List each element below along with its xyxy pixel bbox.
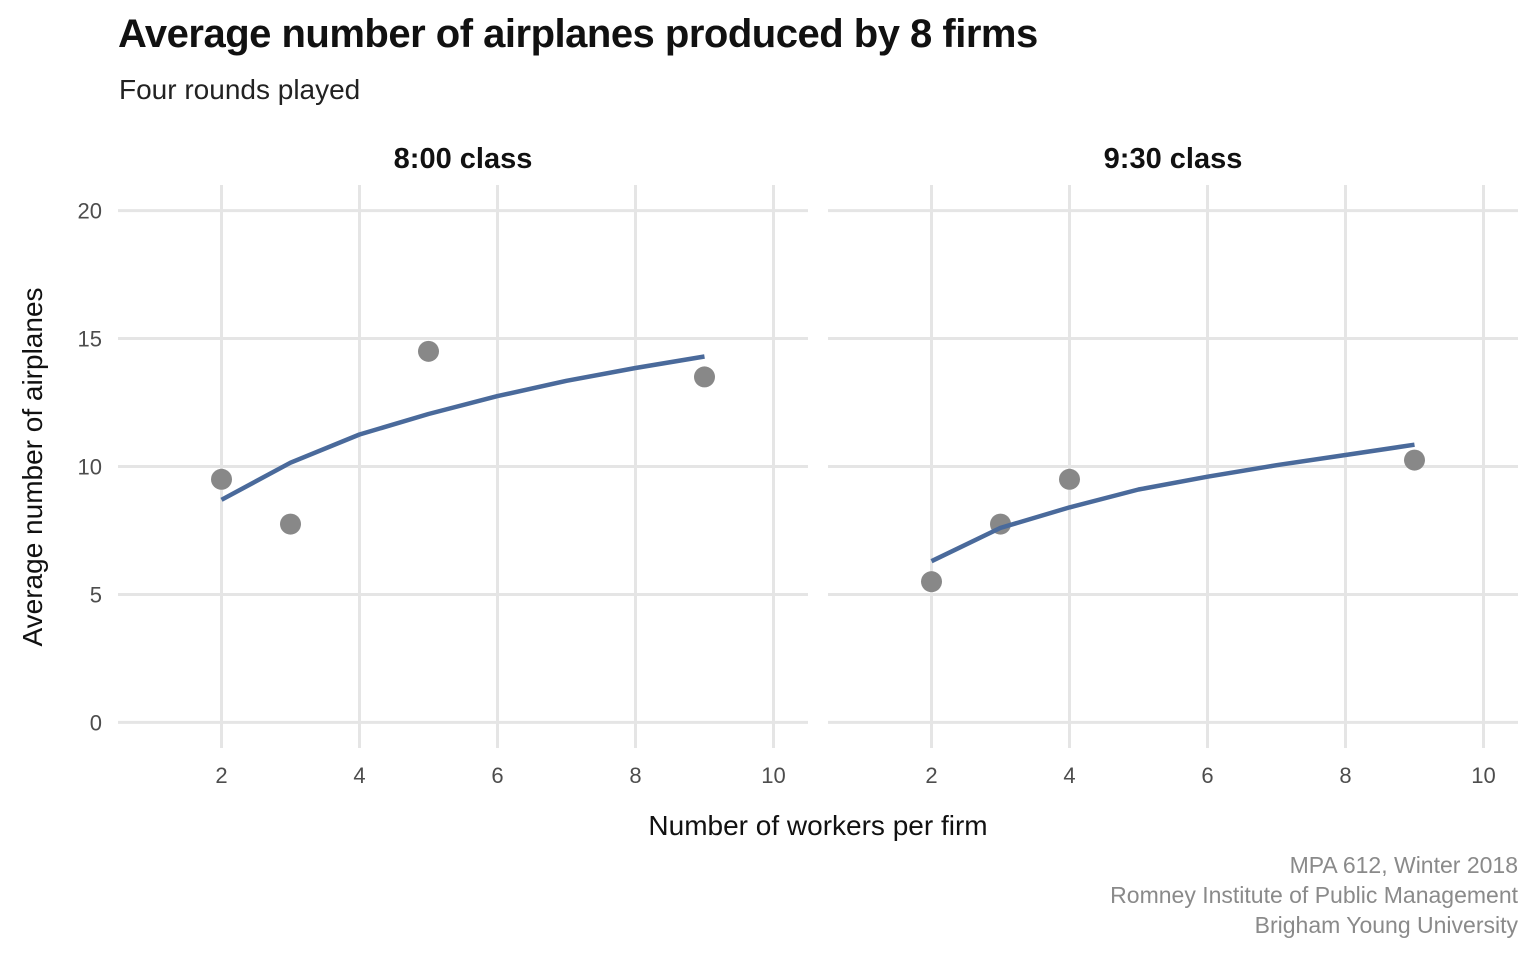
facet-panel-2: 9:30 class 2 4 6 8 10 <box>828 143 1518 788</box>
data-point <box>921 571 942 593</box>
trend-line <box>930 442 1415 564</box>
x-tick-label: 4 <box>353 763 365 788</box>
data-point <box>1404 449 1425 471</box>
x-tick-label: 10 <box>761 763 785 788</box>
y-axis-title: Average number of airplanes <box>17 287 48 646</box>
trend-line <box>220 354 705 502</box>
x-tick-label: 2 <box>925 763 937 788</box>
data-point <box>1059 468 1080 490</box>
y-tick-label: 10 <box>78 455 102 480</box>
y-tick-label: 0 <box>90 710 102 735</box>
x-tick-label: 6 <box>491 763 503 788</box>
data-point <box>280 513 301 535</box>
x-tick-label: 8 <box>1339 763 1351 788</box>
caption-line-institute: Romney Institute of Public Management <box>1110 882 1518 908</box>
y-tick-label: 15 <box>78 327 102 352</box>
caption-line-university: Brigham Young University <box>1254 912 1518 938</box>
chart-subtitle: Four rounds played <box>119 74 361 105</box>
x-tick-label: 4 <box>1063 763 1075 788</box>
caption-line-course: MPA 612, Winter 2018 <box>1289 852 1518 878</box>
facet-panel-1: 8:00 class 0 5 10 15 20 2 4 6 8 10 <box>78 143 808 788</box>
chart-title: Average number of airplanes produced by … <box>118 12 1038 56</box>
y-tick-label: 20 <box>78 199 102 224</box>
y-tick-label: 5 <box>90 582 102 607</box>
chart-caption: MPA 612, Winter 2018 Romney Institute of… <box>1110 850 1518 940</box>
x-tick-label: 8 <box>629 763 641 788</box>
facet-strip-label: 9:30 class <box>1104 143 1243 175</box>
data-point <box>418 340 439 362</box>
x-tick-label: 2 <box>215 763 227 788</box>
facet-strip-label: 8:00 class <box>394 143 533 175</box>
x-tick-label: 6 <box>1201 763 1213 788</box>
data-point <box>211 468 232 490</box>
data-point <box>694 366 715 388</box>
x-axis-title: Number of workers per firm <box>648 810 987 841</box>
x-tick-label: 10 <box>1471 763 1495 788</box>
facets-layer: 8:00 class 0 5 10 15 20 2 4 6 8 10 9:30 class 2 4 6 8 10 <box>78 143 1518 788</box>
